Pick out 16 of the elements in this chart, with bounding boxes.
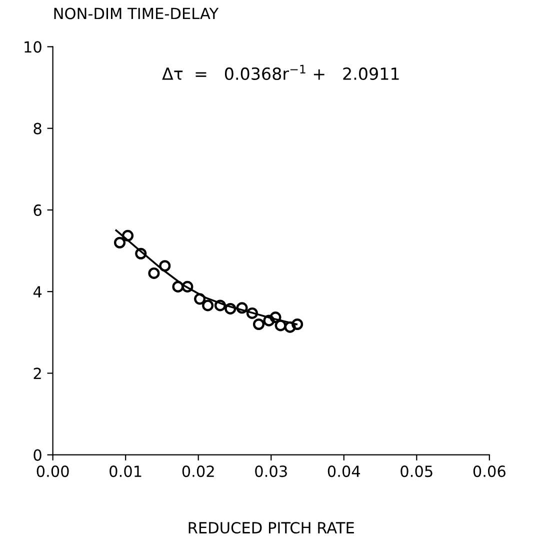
y-axis-title: NON-DIM TIME-DELAY [54,8,219,20]
y-tick-label: 10 [24,41,42,53]
x-tick-label: 0.05 [400,466,432,478]
y-tick-label: 6 [34,204,42,216]
x-tick-label: 0.00 [36,466,69,478]
annotation: Δτ = 0.0368r$^{−1}$ + 2.0911 [162,64,399,80]
x-axis-title: REDUCED PITCH RATE [188,522,354,534]
x-tick-label: 0.03 [255,466,287,478]
y-tick-label: 0 [34,449,42,461]
x-tick-label: 0.01 [110,466,142,478]
y-tick-label: 2 [34,368,41,380]
x-tick-label: 0.06 [473,466,506,478]
y-tick-label: 8 [34,122,42,134]
y-tick-label: 4 [33,286,42,298]
x-tick-label: 0.02 [182,466,214,478]
x-tick-label: 0.04 [328,466,360,478]
